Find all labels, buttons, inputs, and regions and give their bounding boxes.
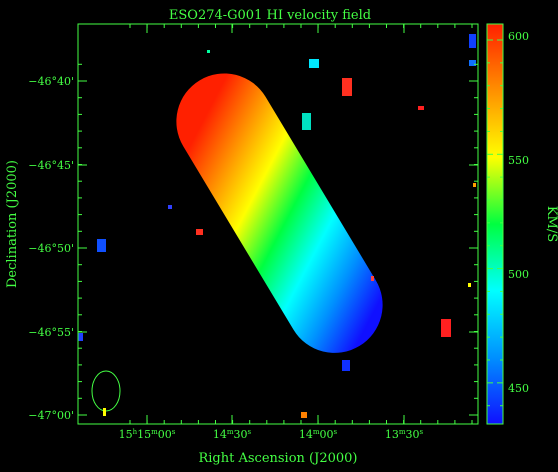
colorbar-tick-label: 500	[508, 268, 529, 281]
x-axis-ticks	[129, 24, 473, 424]
y-axis-title: Declination (J2000)	[5, 160, 20, 288]
noise-blob	[207, 50, 210, 53]
noise-blob	[302, 113, 311, 130]
x-tick-label: 15h15m00s	[119, 428, 176, 441]
plot-frame	[77, 23, 479, 425]
galaxy-disk	[176, 73, 383, 353]
noise-blob	[168, 205, 172, 209]
colorbar-tick-label: 550	[508, 154, 529, 167]
noise-blob	[469, 60, 476, 66]
x-tick-label: 14m30s	[213, 428, 252, 441]
noise-blob	[97, 239, 106, 252]
colorbar-title: KM/S	[544, 206, 558, 242]
galaxy-velocity-map	[176, 73, 383, 353]
y-tick-label: −47°00'	[28, 409, 74, 422]
noise-blob	[469, 34, 476, 48]
noise-blobs	[78, 34, 476, 418]
colorbar	[486, 23, 504, 425]
x-tick-label: 13m30s	[385, 428, 424, 441]
noise-blob	[78, 333, 83, 341]
y-tick-label: −46°40'	[28, 75, 74, 88]
noise-blob	[196, 229, 203, 235]
y-tick-label: −46°45'	[28, 159, 74, 172]
noise-blob	[301, 412, 307, 418]
colorbar-tick-label: 600	[508, 30, 529, 43]
beam-marker	[103, 408, 106, 416]
noise-blob	[468, 283, 471, 287]
x-axis-title: Right Ascension (J2000)	[198, 451, 357, 466]
noise-blob	[342, 360, 350, 371]
colorbar-tick-label: 450	[508, 382, 529, 395]
noise-blob	[418, 106, 424, 110]
noise-blob	[473, 183, 476, 187]
colorbar-ticks	[487, 39, 503, 407]
y-tick-label: −46°50'	[28, 242, 74, 255]
noise-blob	[441, 319, 451, 337]
chart-title: ESO274-G001 HI velocity field	[169, 8, 371, 23]
x-tick-label: 14m00s	[299, 428, 338, 441]
y-tick-label: −46°55'	[28, 326, 74, 339]
noise-blob	[371, 276, 374, 281]
noise-blob	[309, 59, 319, 68]
noise-blob	[342, 78, 352, 96]
y-axis-ticks	[78, 63, 478, 416]
